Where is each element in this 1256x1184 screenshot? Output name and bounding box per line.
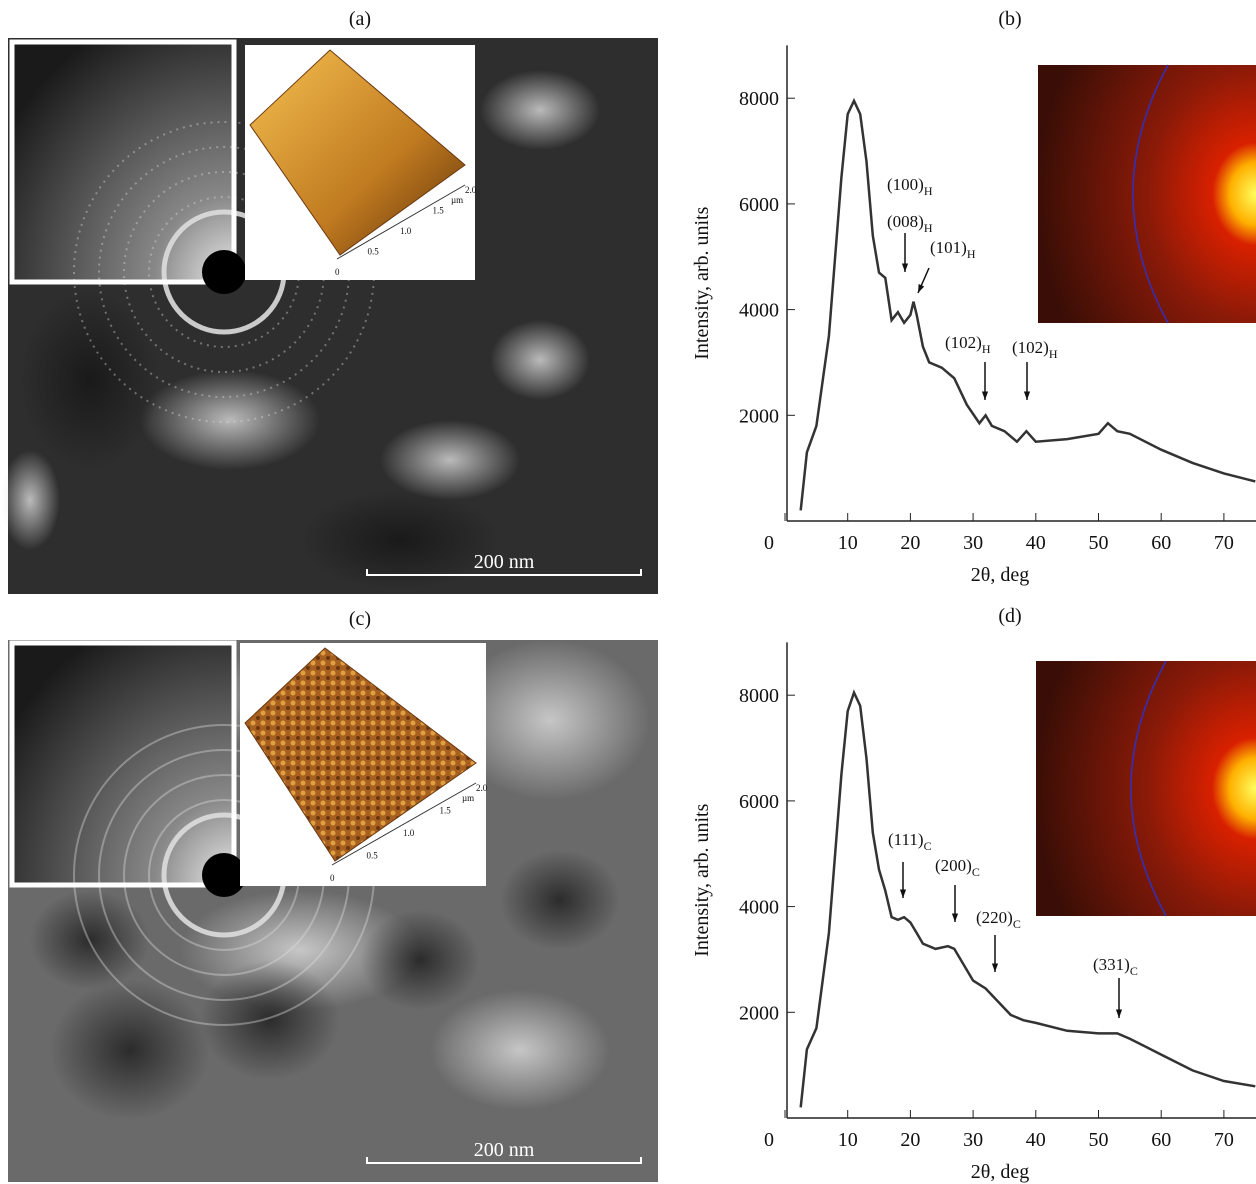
arrow-head — [952, 914, 958, 923]
afm-tick: 1.0 — [400, 226, 412, 236]
peak-label: (008)H — [887, 212, 933, 235]
arrow-head — [918, 284, 924, 293]
x-tick-label: 10 — [838, 532, 858, 554]
x-tick-label: 20 — [900, 532, 920, 554]
texture — [20, 290, 160, 470]
peak-phase: H — [967, 247, 976, 261]
peak-label: (100)H — [887, 175, 933, 198]
peak-phase: C — [1130, 964, 1138, 978]
peak-label: (102)H — [1012, 338, 1058, 361]
afm-unit: µm — [451, 195, 463, 205]
arrow-head — [1116, 1010, 1122, 1019]
peak-phase: H — [924, 221, 933, 235]
texture — [380, 420, 520, 500]
peak-index: (101) — [930, 238, 967, 257]
scale-bar-label: 200 nm — [474, 1139, 535, 1161]
arrow-head — [992, 964, 998, 973]
y-axis-label: Intensity, arb. units — [691, 803, 713, 956]
peak-phase: C — [924, 839, 932, 853]
peak-index: (100) — [887, 175, 924, 194]
y-tick-label: 4000 — [739, 300, 779, 322]
afm-tick: 2.0 — [465, 185, 477, 195]
texture — [360, 910, 480, 1010]
panel-label: (d) — [998, 605, 1021, 627]
peak-phase: C — [972, 865, 980, 879]
peak-label: (102)H — [945, 333, 991, 356]
peak-index: (331) — [1093, 955, 1130, 974]
x-tick-label: 60 — [1151, 1129, 1171, 1151]
y-tick-label: 8000 — [739, 685, 779, 707]
panel-label: (a) — [349, 8, 371, 30]
peak-label: (111)C — [888, 830, 932, 853]
peak-phase: H — [982, 342, 991, 356]
afm-tick: 0.5 — [368, 247, 380, 257]
texture — [430, 990, 610, 1110]
y-tick-label: 2000 — [739, 405, 779, 427]
x-tick-label: 10 — [838, 1129, 858, 1151]
peak-index: (111) — [888, 830, 924, 849]
peak-label: (220)C — [976, 908, 1021, 931]
x-axis-label: 2θ, deg — [971, 1161, 1029, 1183]
texture — [30, 890, 150, 990]
afm-tick: 2.0 — [476, 783, 488, 793]
panel-label: (c) — [349, 608, 371, 630]
texture — [200, 960, 340, 1080]
x-tick-label: 50 — [1089, 532, 1109, 554]
afm-tick: 0 — [335, 267, 340, 277]
peak-index: (102) — [945, 333, 982, 352]
x-tick-label: 50 — [1089, 1129, 1109, 1151]
texture — [0, 450, 60, 550]
arrow-head — [902, 264, 908, 273]
peak-phase: C — [1013, 917, 1021, 931]
peak-phase: H — [924, 184, 933, 198]
peak-label: (101)H — [930, 238, 976, 261]
x-tick-label: 30 — [963, 1129, 983, 1151]
y-tick-label: 4000 — [739, 897, 779, 919]
arrow-head — [982, 392, 988, 401]
x-tick-label: 30 — [963, 532, 983, 554]
peak-index: (220) — [976, 908, 1013, 927]
peak-index: (008) — [887, 212, 924, 231]
xrd-inset — [1036, 661, 1256, 916]
peak-phase: H — [1049, 347, 1058, 361]
y-tick-label: 2000 — [739, 1002, 779, 1024]
y-axis-label: Intensity, arb. units — [691, 206, 713, 359]
x-axis-label: 2θ, deg — [971, 564, 1029, 586]
x-tick-label: 0 — [764, 1129, 774, 1151]
x-tick-label: 70 — [1214, 532, 1234, 554]
beam-stop — [202, 853, 246, 897]
peak-label: (331)C — [1093, 955, 1138, 978]
x-tick-label: 40 — [1026, 532, 1046, 554]
texture — [50, 980, 210, 1120]
x-tick-label: 40 — [1026, 1129, 1046, 1151]
x-tick-label: 70 — [1214, 1129, 1234, 1151]
afm-tick: 1.5 — [433, 206, 445, 216]
peak-index: (200) — [935, 856, 972, 875]
texture — [140, 370, 320, 470]
afm-tick: 0.5 — [367, 851, 379, 861]
afm-tick: 1.5 — [440, 806, 452, 816]
y-tick-label: 6000 — [739, 791, 779, 813]
x-tick-label: 20 — [900, 1129, 920, 1151]
afm-tick: 0 — [330, 873, 335, 883]
arrow-head — [900, 890, 906, 899]
peak-label: (200)C — [935, 856, 980, 879]
peak-index: (102) — [1012, 338, 1049, 357]
texture — [500, 850, 620, 950]
texture — [490, 320, 590, 400]
afm-tick: 1.0 — [403, 828, 415, 838]
figure: (a)00.51.01.52.0µm200 nm(c)00.51.01.52.0… — [0, 0, 1256, 1184]
texture — [480, 70, 600, 150]
afm-unit: µm — [462, 793, 474, 803]
beam-stop — [202, 250, 246, 294]
y-tick-label: 8000 — [739, 88, 779, 110]
x-tick-label: 0 — [764, 532, 774, 554]
xrd-inset — [1038, 65, 1256, 323]
arrow-head — [1024, 392, 1030, 401]
panel-label: (b) — [998, 8, 1021, 30]
x-tick-label: 60 — [1151, 532, 1171, 554]
scale-bar-label: 200 nm — [474, 551, 535, 573]
y-tick-label: 6000 — [739, 194, 779, 216]
